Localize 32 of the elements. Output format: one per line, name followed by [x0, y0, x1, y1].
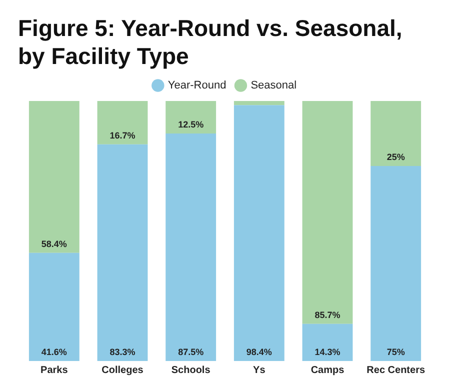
bar: [370, 166, 422, 361]
legend-label: Seasonal: [250, 80, 297, 92]
bar: [166, 134, 216, 361]
bar: [166, 101, 216, 134]
x-tick-label: Rec Centers: [366, 364, 426, 376]
data-label: 75%: [386, 346, 405, 357]
x-tick-label: Ys: [253, 364, 266, 376]
data-label: 12.5%: [178, 119, 204, 130]
data-label: 58.4%: [41, 238, 67, 249]
bar: [234, 101, 284, 106]
data-label: 83.3%: [110, 346, 136, 357]
data-label: 16.7%: [110, 130, 136, 140]
data-label: 14.3%: [314, 346, 340, 357]
data-label: 25%: [386, 152, 405, 162]
data-label: 98.4%: [246, 346, 272, 357]
chart-title: Figure 5: Year-Round vs. Seasonal, by Facility Type: [18, 14, 404, 70]
bar: [370, 101, 422, 166]
data-label: 41.6%: [41, 346, 67, 357]
data-label: 87.5%: [178, 346, 204, 357]
bar: [302, 324, 353, 361]
legend-label: Year-Round: [168, 80, 226, 92]
bar: [97, 101, 148, 144]
x-tick-label: Parks: [40, 364, 68, 376]
x-tick-label: Colleges: [102, 364, 144, 376]
bar: [28, 252, 80, 361]
bar: [28, 101, 80, 253]
bar: [234, 105, 284, 361]
data-label: 85.7%: [314, 310, 340, 320]
bar: [302, 101, 353, 324]
x-tick-label: Schools: [171, 364, 211, 376]
bar: [97, 144, 148, 361]
x-tick-label: Camps: [310, 364, 345, 376]
